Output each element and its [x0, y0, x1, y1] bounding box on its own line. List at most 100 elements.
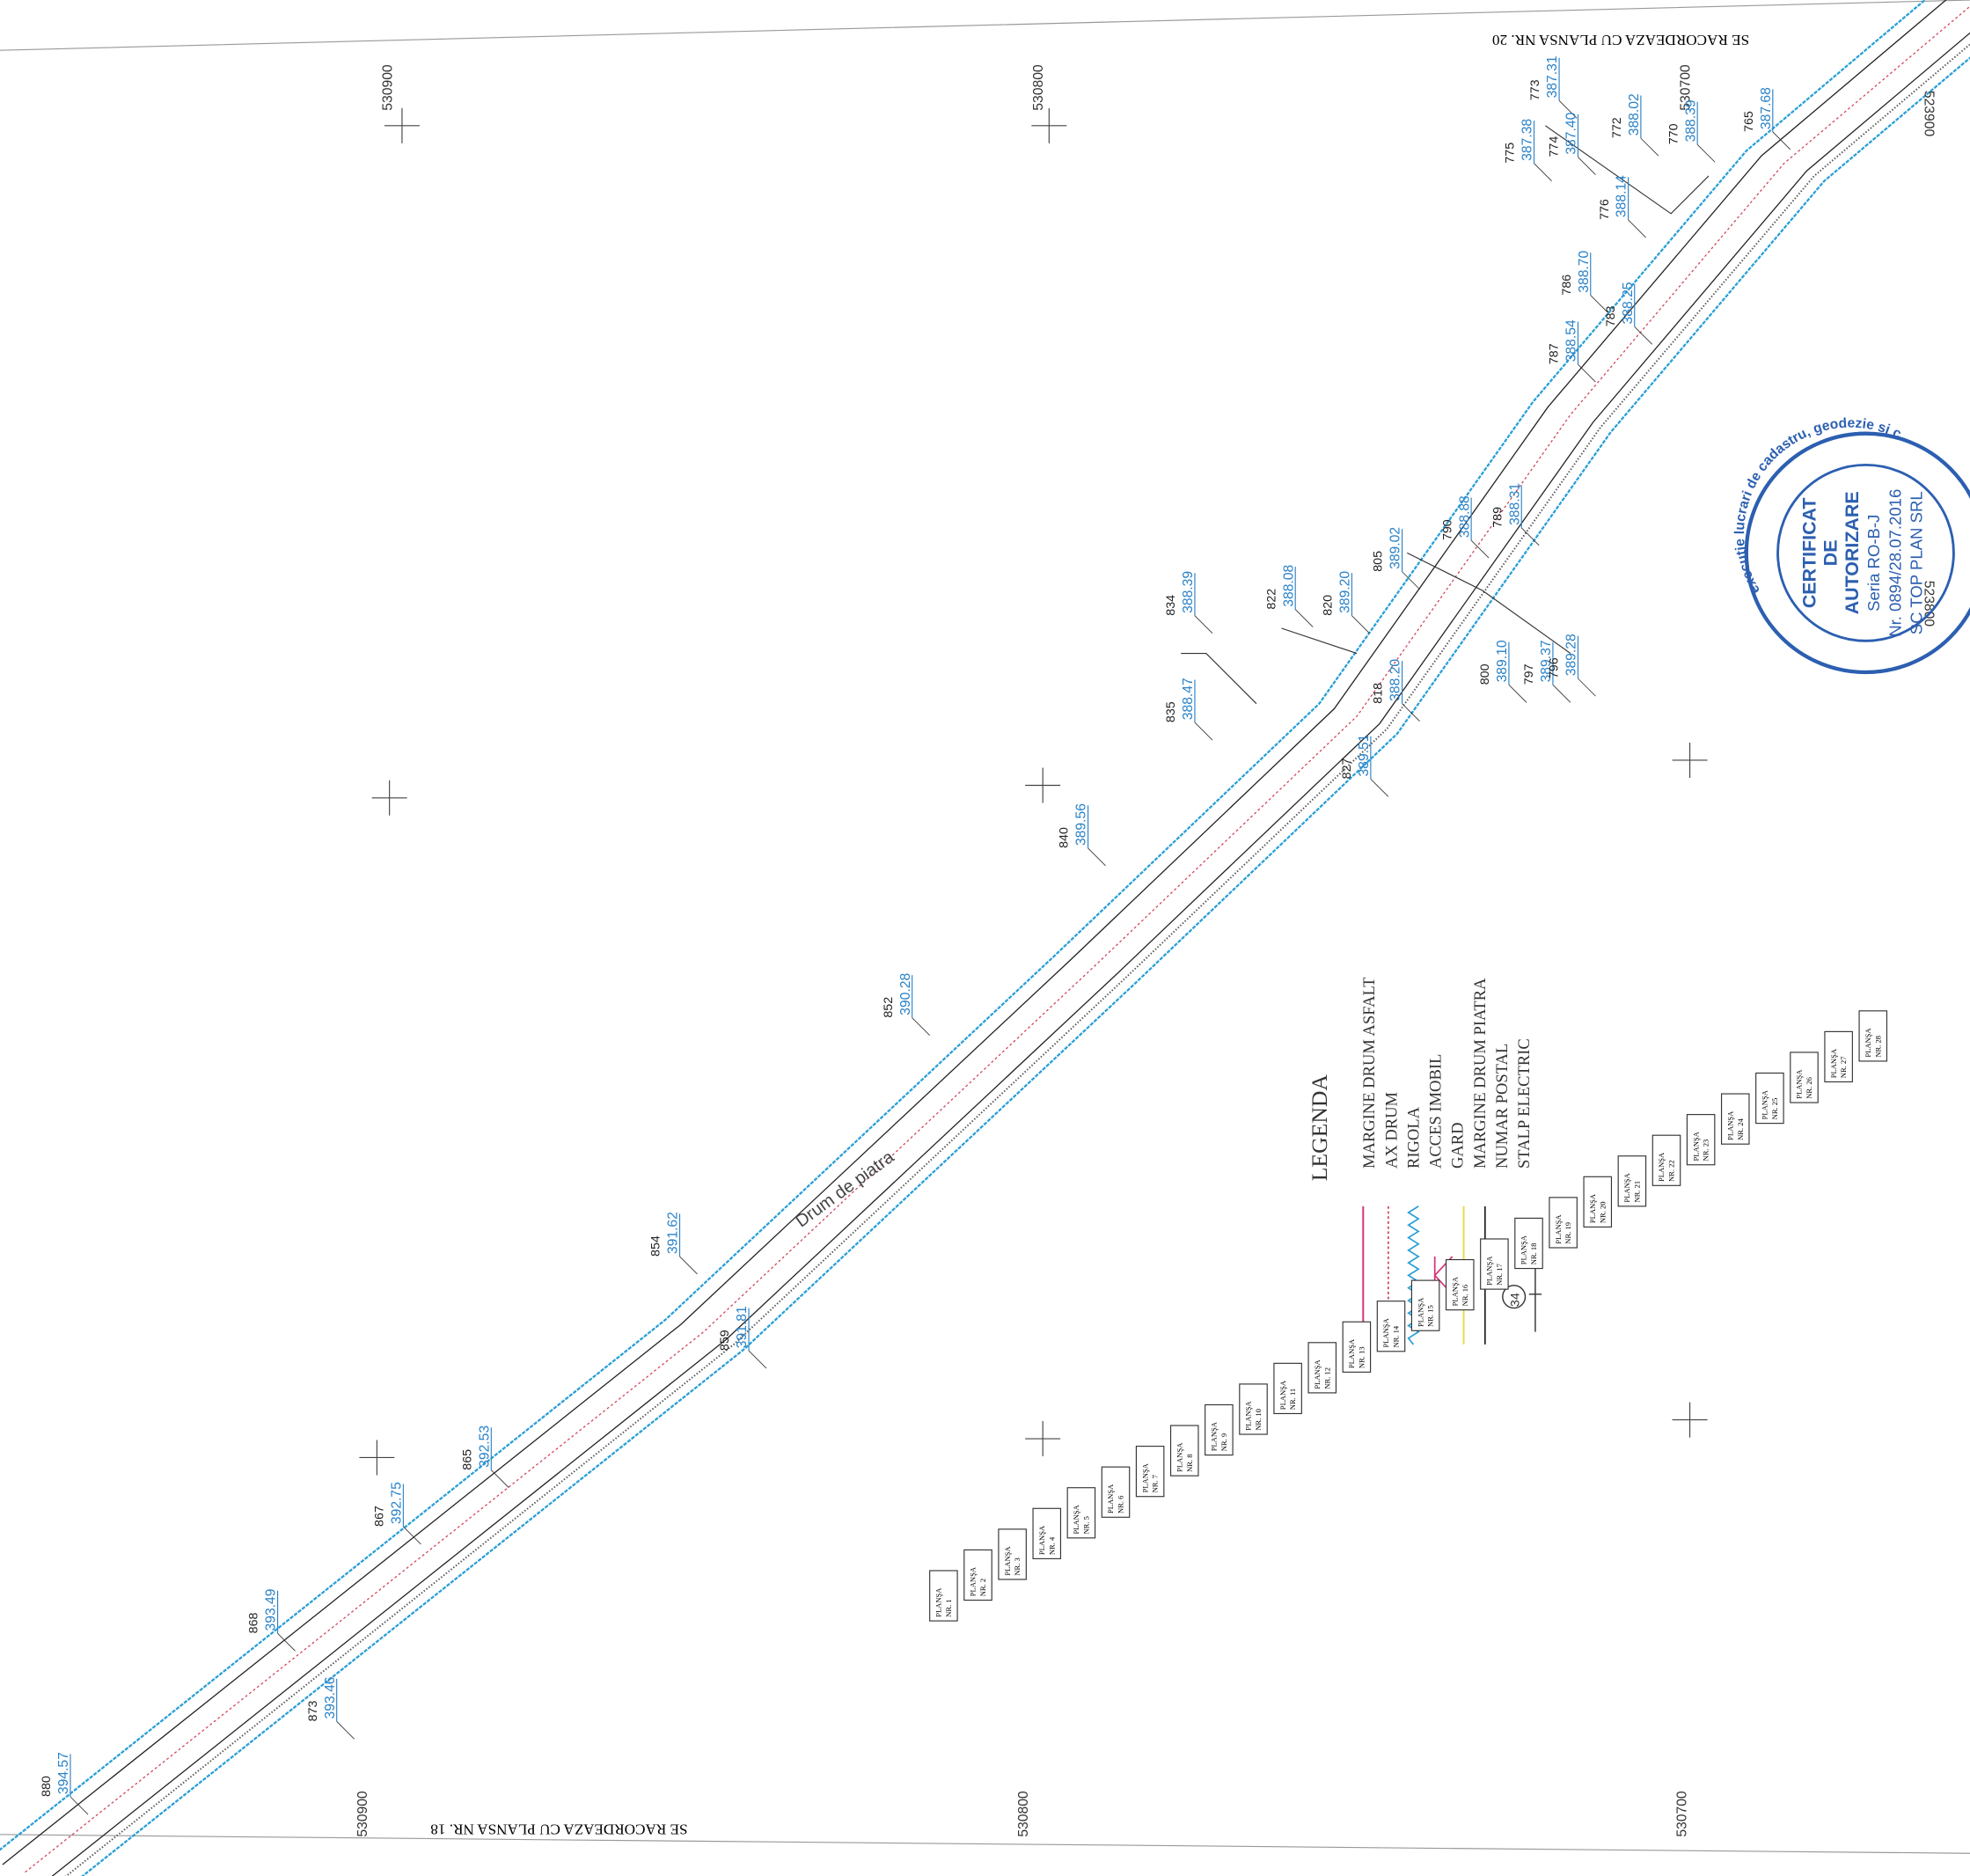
point-id: 776 — [1598, 199, 1612, 220]
stamp-line: CERTIFICAT — [1798, 498, 1820, 609]
stamp-ring — [1776, 463, 1955, 642]
point-elevation: 388.54 — [1564, 319, 1579, 362]
point-id: 772 — [1610, 117, 1624, 138]
point-elevation: 390.28 — [898, 973, 913, 1015]
sheet-number: NR. 17 — [1495, 1263, 1504, 1285]
sheet-box — [1617, 1155, 1647, 1207]
stamp-line: Nr. 0894/28.07.2016 — [1886, 489, 1904, 637]
sheet-title: PLANŞA — [1210, 1421, 1219, 1451]
sheet-number: NR. 23 — [1702, 1140, 1710, 1162]
sheet-number: NR. 3 — [1013, 1557, 1022, 1575]
sheet-title: PLANŞA — [1106, 1484, 1115, 1513]
sheet-title: PLANŞA — [1037, 1525, 1046, 1555]
point-id: 796 — [1548, 657, 1562, 678]
leader — [1772, 131, 1791, 150]
leader — [1508, 684, 1527, 703]
sheet-number: NR. 28 — [1873, 1036, 1882, 1058]
point-elevation: 389.28 — [1564, 634, 1579, 676]
sheet-title: PLANŞA — [1795, 1069, 1804, 1099]
sheet-number: NR. 8 — [1185, 1454, 1194, 1471]
sheet-box — [963, 1549, 992, 1601]
stamp-line: Seria RO-B-J — [1864, 515, 1883, 612]
leader — [336, 1721, 355, 1740]
point-elevation: 389.02 — [1388, 527, 1403, 569]
sheet-number: NR. 4 — [1047, 1536, 1056, 1555]
sheet-number: NR. 1 — [944, 1599, 953, 1616]
sheet-title: PLANŞA — [1003, 1546, 1012, 1576]
sheet-title: PLANŞA — [1554, 1214, 1563, 1244]
sheet-title: PLANŞA — [1278, 1380, 1287, 1410]
sheet-number: NR. 16 — [1461, 1284, 1469, 1306]
sheet-box — [1307, 1342, 1337, 1394]
point-id: 787 — [1548, 343, 1562, 364]
coordinate-label: 530700 — [1679, 64, 1694, 111]
sheet-title: PLANŞA — [1450, 1276, 1459, 1306]
sheet-title: PLANŞA — [1347, 1338, 1356, 1368]
sheet-box — [1549, 1197, 1578, 1249]
point-id: 827 — [1340, 758, 1354, 779]
sheet-title: PLANŞA — [1416, 1297, 1424, 1327]
leader — [403, 1526, 421, 1545]
coordinate-label: 523800 — [1922, 581, 1937, 627]
point-id: 854 — [649, 1235, 663, 1257]
sheet-box — [1342, 1321, 1372, 1373]
leader — [1578, 157, 1596, 175]
branch-road — [1181, 653, 1257, 705]
sheet-title: PLANŞA — [1313, 1359, 1322, 1389]
point-elevation: 389.56 — [1074, 803, 1089, 846]
legend-number: 34 — [1508, 1293, 1522, 1307]
stamp-line: AUTORIZARE — [1842, 491, 1863, 614]
branch-road — [1281, 627, 1358, 655]
sheet-box — [1101, 1466, 1131, 1518]
leader — [679, 1256, 698, 1275]
point-elevation: 388.02 — [1627, 93, 1642, 136]
point-elevation: 388.25 — [1621, 282, 1636, 324]
sheet-number: NR. 10 — [1254, 1409, 1263, 1431]
legend-item: AX DRUM — [1382, 1092, 1401, 1169]
sheet-number: NR. 6 — [1117, 1495, 1125, 1513]
leader — [277, 1633, 296, 1652]
sheet-title: PLANŞA — [1520, 1235, 1528, 1264]
legend-item: GARD — [1449, 1122, 1468, 1169]
point-elevation: 393.46 — [323, 1676, 338, 1718]
road-edge-stone — [64, 43, 1970, 1876]
rigola — [81, 56, 1970, 1876]
leader — [1088, 847, 1106, 867]
sheet-title: PLANŞA — [934, 1587, 943, 1617]
sheet-number: NR. 22 — [1667, 1160, 1676, 1182]
point-elevation: 388.20 — [1388, 659, 1403, 701]
sheet-number: NR. 7 — [1151, 1474, 1160, 1492]
coordinate-label: 523900 — [1922, 91, 1937, 137]
point-id: 770 — [1666, 123, 1681, 144]
sheet-title: PLANŞA — [1175, 1442, 1183, 1472]
rigola — [0, 0, 1927, 1851]
leader — [491, 1469, 509, 1489]
grid-cross — [1025, 1421, 1061, 1457]
sheet-number: NR. 9 — [1219, 1433, 1228, 1451]
point-id: 818 — [1372, 683, 1386, 704]
leader — [1634, 326, 1653, 345]
legend-symbol — [1528, 1243, 1542, 1332]
sheet-box — [998, 1528, 1027, 1580]
point-elevation: 387.38 — [1520, 119, 1535, 161]
sheet-box — [1790, 1052, 1819, 1103]
sheet-box — [1755, 1072, 1784, 1125]
top-note: SE RACORDEAZA CU PLANSA NR. 20 — [1492, 32, 1749, 48]
bottom-note: SE RACORDEAZA CU PLANSA NR. 18 — [430, 1821, 687, 1837]
stamp-line: SC TOP PLAN SRL — [1908, 491, 1926, 634]
sheet-box — [1032, 1507, 1062, 1559]
sheet-box — [1686, 1114, 1716, 1166]
road-edge — [51, 32, 1970, 1876]
legend-symbol — [1502, 1285, 1527, 1309]
leader — [1696, 143, 1716, 163]
sheet-box — [1824, 1030, 1853, 1083]
sheet-title: PLANŞA — [1381, 1317, 1390, 1347]
branch-road — [1407, 552, 1571, 655]
sheet-number: NR. 20 — [1598, 1201, 1607, 1223]
grid-cross — [1025, 767, 1061, 803]
leader — [1194, 615, 1213, 634]
point-id: 805 — [1372, 551, 1386, 572]
leader — [1534, 163, 1552, 181]
legend-title: LEGENDA — [1307, 1074, 1332, 1182]
